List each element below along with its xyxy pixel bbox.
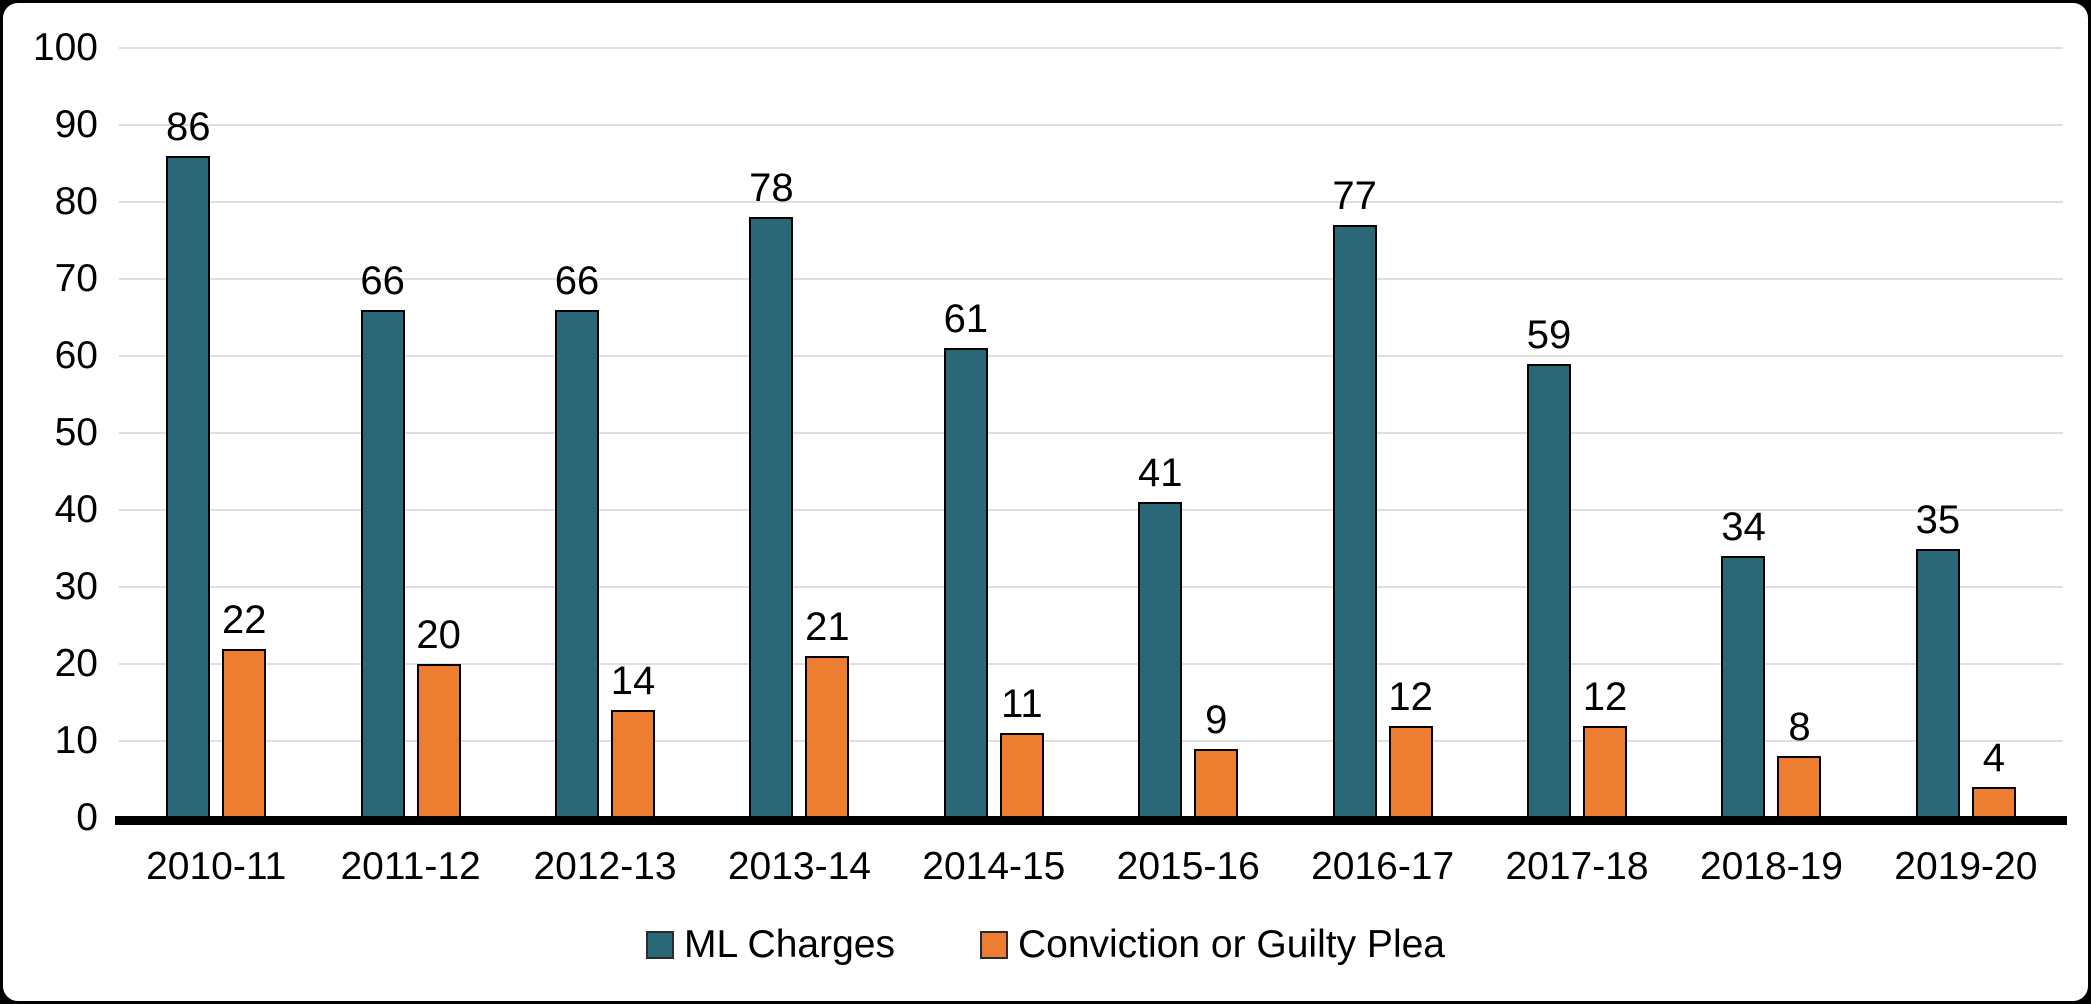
y-tick-label-50: 50 (54, 411, 98, 454)
data-label-ml-charges-2017-18: 59 (1526, 312, 1572, 357)
category-slot-2010-11: 86 22 (119, 48, 313, 818)
y-tick-label-0: 0 (76, 796, 98, 839)
x-tick-label-2016-17: 2016-17 (1311, 845, 1455, 888)
bar-ml-charges-2010-11: 86 (166, 105, 210, 818)
data-label-ml-charges-2012-13: 66 (554, 258, 600, 303)
data-label-ml-charges-2015-16: 41 (1137, 451, 1183, 496)
data-label-conviction-or-guilty-plea-2012-13: 14 (610, 659, 656, 704)
bar-conviction-or-guilty-plea-2019-20: 4 (1971, 736, 2016, 818)
bar-ml-charges-2015-16: 41 (1138, 451, 1182, 818)
gridline-y-80 (119, 201, 2063, 203)
bar-conviction-or-guilty-plea-2010-11: 22 (222, 598, 266, 818)
legend-swatch-conviction-or-guilty-plea (979, 931, 1008, 959)
data-label-ml-charges-2013-14: 78 (749, 166, 794, 211)
gridline-y-100 (119, 47, 2063, 49)
gridline-y-30 (119, 586, 2063, 588)
bar-ml-charges-2016-17: 77 (1332, 174, 1377, 818)
y-tick-label-90: 90 (54, 103, 98, 146)
bar-ml-charges-2018-19: 34 (1721, 505, 1766, 818)
plot-area (119, 47, 2063, 818)
gridline-y-40 (119, 509, 2063, 511)
gridline-y-70 (119, 278, 2063, 280)
gridline-y-90 (119, 124, 2063, 126)
y-tick-label-60: 60 (54, 334, 98, 377)
x-tick-label-2018-19: 2018-19 (1699, 845, 1844, 888)
gridline-y-20 (119, 663, 2063, 665)
bar-conviction-or-guilty-plea-2018-19: 8 (1777, 705, 1822, 818)
bars-layer: 86 22 66 20 66 14 78 21 61 11 41 9 77 12 59 12 34 8 35 4 (119, 48, 2063, 818)
y-tick-label-10: 10 (54, 719, 98, 762)
legend-item-ml-charges: ML Charges (645, 923, 895, 967)
category-slot-2012-13: 66 14 (508, 48, 702, 818)
x-axis-line (115, 816, 2067, 825)
category-slot-2018-19: 34 8 (1674, 48, 1868, 818)
gridline-y-60 (119, 355, 2063, 357)
gridline-y-50 (119, 432, 2063, 434)
data-label-conviction-or-guilty-plea-2010-11: 22 (221, 597, 267, 642)
category-slot-2017-18: 59 12 (1480, 48, 1674, 818)
data-label-ml-charges-2014-15: 61 (943, 297, 989, 342)
x-tick-label-2011-12: 2011-12 (340, 845, 481, 888)
bar-conviction-or-guilty-plea-2012-13: 14 (611, 659, 655, 818)
y-tick-label-30: 30 (54, 565, 98, 608)
x-tick-label-2010-11: 2010-11 (146, 845, 287, 888)
x-axis: 2010-11 2011-12 2012-13 2013-14 2014-15 2015-… (119, 843, 2063, 891)
legend: ML Charges Conviction or Guilty Plea (3, 923, 2088, 967)
x-tick-label-2017-18: 2017-18 (1505, 845, 1649, 888)
category-slot-2014-15: 61 11 (897, 48, 1091, 818)
bar-ml-charges-2013-14: 78 (749, 166, 794, 818)
bar-ml-charges-2017-18: 59 (1527, 313, 1571, 818)
data-label-conviction-or-guilty-plea-2017-18: 12 (1582, 674, 1628, 719)
bar-ml-charges-2012-13: 66 (555, 259, 599, 818)
category-slot-2011-12: 66 20 (313, 48, 507, 818)
data-label-conviction-or-guilty-plea-2015-16: 9 (1205, 697, 1228, 742)
x-tick-label-2012-13: 2012-13 (533, 845, 677, 888)
bar-conviction-or-guilty-plea-2016-17: 12 (1388, 675, 1433, 818)
data-label-conviction-or-guilty-plea-2019-20: 4 (1982, 736, 2005, 781)
bar-ml-charges-2014-15: 61 (944, 297, 988, 818)
data-label-conviction-or-guilty-plea-2016-17: 12 (1388, 674, 1433, 719)
x-tick-label-2014-15: 2014-15 (922, 845, 1066, 888)
data-label-ml-charges-2011-12: 66 (360, 258, 405, 303)
data-label-ml-charges-2018-19: 34 (1721, 505, 1766, 550)
category-slot-2015-16: 41 9 (1091, 48, 1285, 818)
legend-swatch-ml-charges (645, 931, 674, 959)
y-tick-label-40: 40 (54, 488, 98, 531)
legend-label-ml-charges: ML Charges (683, 923, 895, 966)
data-label-ml-charges-2019-20: 35 (1915, 497, 1961, 542)
gridline-y-10 (119, 740, 2063, 742)
y-tick-label-70: 70 (54, 257, 98, 300)
x-tick-label-2015-16: 2015-16 (1116, 845, 1260, 888)
category-slot-2016-17: 77 12 (1285, 48, 1479, 818)
bar-ml-charges-2011-12: 66 (360, 259, 405, 818)
y-tick-label-20: 20 (54, 642, 98, 685)
data-label-conviction-or-guilty-plea-2018-19: 8 (1788, 705, 1811, 750)
bar-conviction-or-guilty-plea-2014-15: 11 (999, 682, 1044, 818)
bar-conviction-or-guilty-plea-2011-12: 20 (416, 613, 461, 818)
data-label-ml-charges-2010-11: 86 (165, 104, 211, 149)
legend-label-conviction-or-guilty-plea: Conviction or Guilty Plea (1017, 923, 1445, 966)
y-tick-label-100: 100 (32, 26, 98, 69)
x-tick-label-2019-20: 2019-20 (1894, 845, 2038, 888)
legend-item-conviction-or-guilty-plea: Conviction or Guilty Plea (979, 923, 1445, 967)
data-label-conviction-or-guilty-plea-2013-14: 21 (805, 605, 850, 650)
category-slot-2019-20: 35 4 (1869, 48, 2063, 818)
data-label-conviction-or-guilty-plea-2014-15: 11 (1001, 682, 1043, 727)
bar-conviction-or-guilty-plea-2015-16: 9 (1194, 698, 1239, 818)
x-tick-label-2013-14: 2013-14 (727, 845, 871, 888)
bar-ml-charges-2019-20: 35 (1916, 498, 1960, 818)
y-tick-label-80: 80 (54, 180, 98, 223)
bar-conviction-or-guilty-plea-2017-18: 12 (1583, 675, 1627, 818)
data-label-ml-charges-2016-17: 77 (1332, 174, 1377, 219)
category-slot-2013-14: 78 21 (702, 48, 896, 818)
bar-conviction-or-guilty-plea-2013-14: 21 (805, 605, 850, 818)
data-label-conviction-or-guilty-plea-2011-12: 20 (416, 613, 461, 657)
